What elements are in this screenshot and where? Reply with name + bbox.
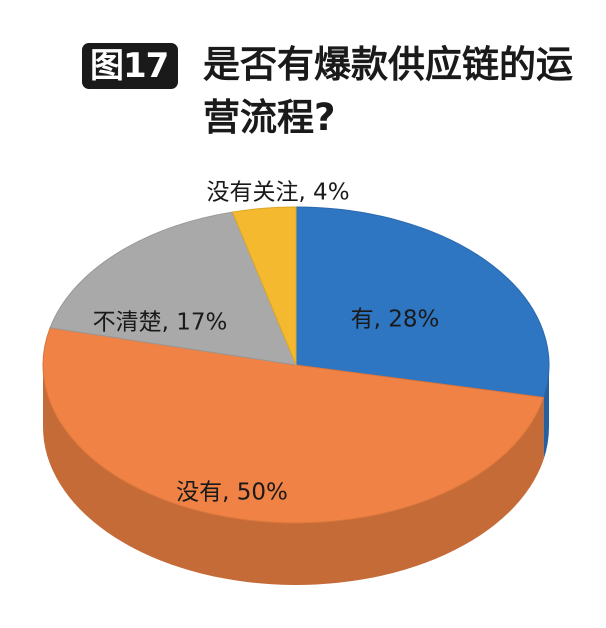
pie-slice-有 — [295, 206, 550, 398]
figure-header: 图17 是否有爆款供应链的运营流程? — [0, 0, 606, 150]
slice-label-有: 有, 28% — [351, 307, 440, 333]
pie-side-walls — [43, 365, 549, 586]
slice-label-不清楚: 不清楚, 17% — [93, 310, 228, 336]
pie-side-0 — [543, 365, 549, 460]
chart-title: 是否有爆款供应链的运营流程? — [203, 43, 573, 139]
pie-slice-没有 — [42, 327, 545, 524]
figure-number-badge: 图17 — [82, 43, 179, 89]
pie-labels: 有, 28% 没有, 50% 不清楚, 17% 没有关注, 4% — [93, 180, 440, 506]
slice-label-没有: 没有, 50% — [176, 480, 288, 506]
pie-slice-没有关注 — [231, 206, 297, 366]
slice-label-没有关注: 没有关注, 4% — [206, 180, 349, 206]
pie-slice-不清楚 — [49, 211, 297, 366]
pie-side-1 — [43, 365, 544, 586]
pie-slices — [42, 206, 550, 524]
